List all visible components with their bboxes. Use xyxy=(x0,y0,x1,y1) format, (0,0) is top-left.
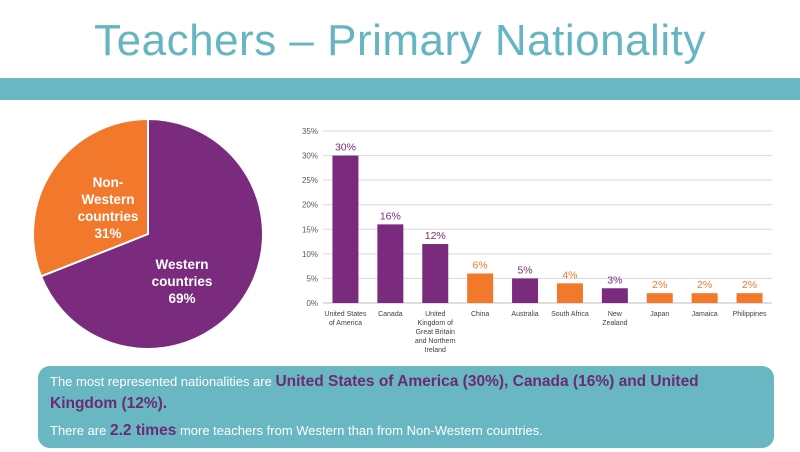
bar xyxy=(332,155,359,303)
data-label: 2% xyxy=(742,279,757,291)
summary-line1-text: The most represented nationalities are xyxy=(50,374,276,389)
data-label: 4% xyxy=(562,269,577,281)
summary-line2-highlight: 2.2 times xyxy=(109,422,177,439)
y-tick-label: 0% xyxy=(306,299,318,308)
summary-line2-text-end: more teachers from Western than from Non… xyxy=(176,423,543,438)
pie-label-western: Western countries 69% xyxy=(146,256,218,307)
data-label: 2% xyxy=(697,279,712,291)
pie-slice-nonwestern xyxy=(32,120,149,278)
bar xyxy=(512,278,539,303)
summary-line-ratio: There are 2.2 times more teachers from W… xyxy=(50,421,762,441)
data-label: 30% xyxy=(335,142,356,154)
pie-slice-western xyxy=(39,120,264,350)
bar xyxy=(422,244,449,303)
data-label: 2% xyxy=(652,279,667,291)
pie-label-nonwestern: Non- Western countries 31% xyxy=(72,174,144,242)
summary-box: The most represented nationalities are U… xyxy=(38,366,774,448)
x-tick-label: New Zealand xyxy=(602,311,627,327)
bar xyxy=(556,283,583,303)
bar xyxy=(691,293,718,303)
summary-line2-text: There are xyxy=(50,423,110,438)
pie-label-western-line2: countries xyxy=(151,274,213,289)
y-tick-label: 20% xyxy=(302,201,318,210)
y-tick-label: 35% xyxy=(302,127,318,136)
page-title: Teachers – Primary Nationality xyxy=(94,16,706,65)
pie-chart xyxy=(32,120,264,350)
summary-line-nationalities: The most represented nationalities are U… xyxy=(50,371,762,415)
x-tick-label: United States of America xyxy=(324,311,367,327)
data-label: 16% xyxy=(380,210,401,222)
bar xyxy=(377,224,404,303)
bar xyxy=(646,293,673,303)
x-tick-label: South Africa xyxy=(551,311,589,318)
pie-label-western-line1: Western xyxy=(155,257,209,272)
pie-label-nonwestern-pct: 31% xyxy=(94,226,122,241)
x-tick-label: Australia xyxy=(511,311,538,318)
pie-label-nonwestern-line3: countries xyxy=(77,209,139,224)
pie-label-western-pct: 69% xyxy=(168,291,196,306)
data-label: 12% xyxy=(425,230,446,242)
bar xyxy=(467,273,494,303)
x-tick-label: Canada xyxy=(378,311,403,318)
x-tick-label: Jamaica xyxy=(692,311,718,318)
y-tick-label: 15% xyxy=(302,225,318,234)
data-label: 5% xyxy=(517,264,532,276)
title-divider-bar xyxy=(0,78,800,100)
y-tick-label: 25% xyxy=(302,176,318,185)
summary-line1-highlight: United States of America (30%), Canada (… xyxy=(50,373,699,412)
x-tick-label: Philippines xyxy=(733,311,767,318)
y-tick-label: 5% xyxy=(306,274,318,283)
data-label: 3% xyxy=(607,274,622,286)
data-label: 6% xyxy=(473,260,488,272)
y-tick-label: 10% xyxy=(302,250,318,259)
x-tick-label: United Kingdom of Great Britain and Norther… xyxy=(415,311,456,354)
x-tick-label: China xyxy=(471,311,489,318)
bar-chart: 0% 5% 10% 15% 20% 25% 30% 35% 30% United States of… xyxy=(302,127,772,354)
bar xyxy=(736,293,763,303)
y-tick-label: 30% xyxy=(302,152,318,161)
bar xyxy=(601,288,628,303)
pie-label-nonwestern-line1: Non- xyxy=(92,175,124,190)
pie-label-nonwestern-line2: Western xyxy=(81,192,135,207)
x-tick-label: Japan xyxy=(650,311,669,318)
